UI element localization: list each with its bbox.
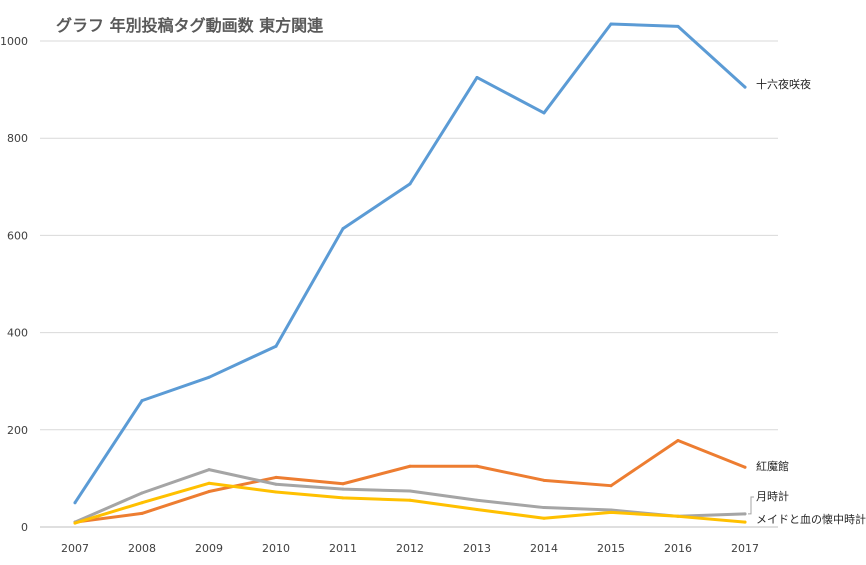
x-tick-label: 2011 <box>329 542 357 555</box>
x-tick-label: 2017 <box>731 542 759 555</box>
data-point <box>73 521 77 525</box>
x-tick-label: 2009 <box>195 542 223 555</box>
gridlines <box>40 40 778 528</box>
y-tick-label: 200 <box>7 424 28 437</box>
y-tick-label: 0 <box>21 521 28 534</box>
x-tick-label: 2016 <box>664 542 692 555</box>
data-point <box>408 464 412 468</box>
data-point <box>743 465 747 469</box>
y-tick-label: 600 <box>7 229 28 242</box>
data-point <box>274 482 278 486</box>
data-point <box>609 22 613 26</box>
series-line <box>73 22 747 505</box>
x-axis-ticks: 2007 2008 2009 2010 2011 2012 2013 2014 2015 2016… <box>61 542 759 555</box>
data-point <box>140 491 144 495</box>
x-tick-label: 2013 <box>463 542 491 555</box>
x-tick-label: 2015 <box>597 542 625 555</box>
data-point <box>408 498 412 502</box>
data-point <box>475 508 479 512</box>
series-label: 紅魔館 <box>756 459 789 473</box>
data-point <box>408 182 412 186</box>
data-point <box>207 375 211 379</box>
data-point <box>743 520 747 524</box>
data-point <box>341 487 345 491</box>
x-tick-label: 2010 <box>262 542 290 555</box>
y-axis-ticks: 0 200 400 600 800 1000 <box>0 35 28 534</box>
data-point <box>475 464 479 468</box>
chart-title: グラフ 年別投稿タグ動画数 東方関連 <box>56 16 324 35</box>
data-point <box>408 489 412 493</box>
series-label: 月時計 <box>756 489 789 503</box>
series-label: メイドと血の懐中時計 <box>756 512 866 526</box>
data-point <box>341 496 345 500</box>
data-point <box>274 490 278 494</box>
data-point <box>140 511 144 515</box>
data-point <box>676 24 680 28</box>
data-point <box>743 512 747 516</box>
data-point <box>140 501 144 505</box>
data-point <box>274 475 278 479</box>
data-point <box>475 75 479 79</box>
data-point <box>609 510 613 514</box>
data-point <box>73 501 77 505</box>
data-point <box>542 111 546 115</box>
y-tick-label: 1000 <box>0 35 28 48</box>
data-point <box>609 508 613 512</box>
x-tick-label: 2014 <box>530 542 558 555</box>
data-point <box>542 506 546 510</box>
data-point <box>207 490 211 494</box>
y-tick-label: 400 <box>7 327 28 340</box>
data-point <box>676 514 680 518</box>
data-point <box>207 468 211 472</box>
x-tick-label: 2008 <box>128 542 156 555</box>
data-point <box>140 399 144 403</box>
x-tick-label: 2007 <box>61 542 89 555</box>
y-tick-label: 800 <box>7 132 28 145</box>
data-point <box>743 85 747 89</box>
series-label: 十六夜咲夜 <box>756 77 811 91</box>
data-point <box>475 498 479 502</box>
label-leader-line <box>748 496 754 515</box>
data-point <box>274 344 278 348</box>
data-point <box>676 438 680 442</box>
data-point <box>341 227 345 231</box>
data-point <box>542 516 546 520</box>
data-point <box>609 484 613 488</box>
data-point <box>341 482 345 486</box>
data-point <box>207 481 211 485</box>
x-tick-label: 2012 <box>396 542 424 555</box>
series-lines <box>73 22 747 525</box>
data-point <box>542 478 546 482</box>
